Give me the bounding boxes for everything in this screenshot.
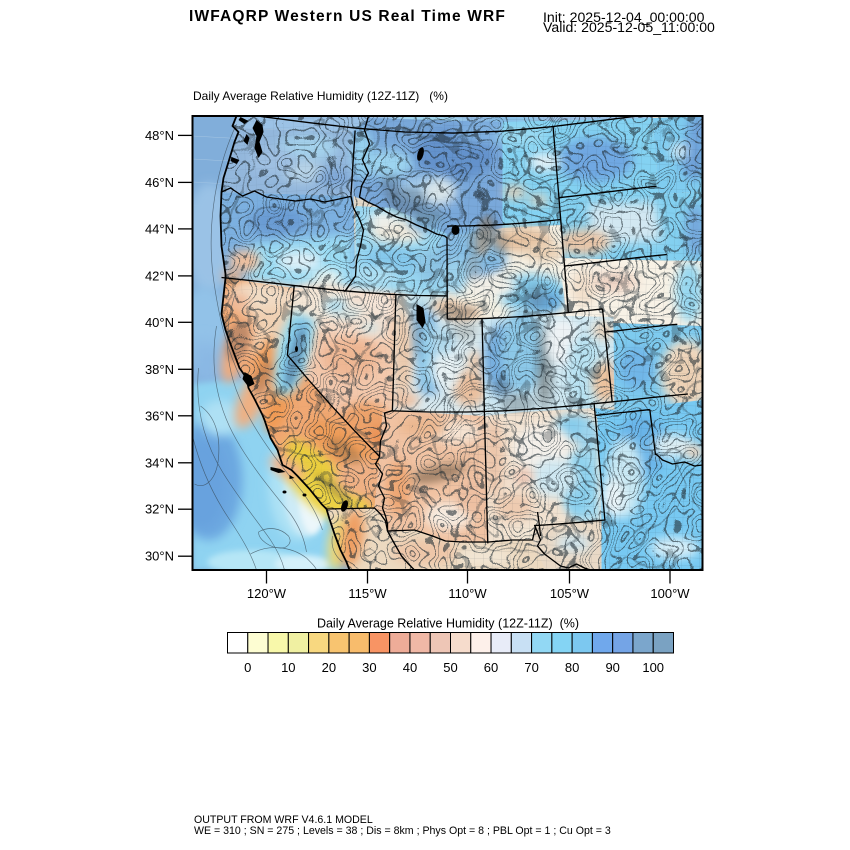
svg-text:32°N: 32°N — [145, 502, 174, 517]
svg-text:20: 20 — [322, 660, 336, 675]
svg-text:30: 30 — [362, 660, 376, 675]
svg-text:46°N: 46°N — [145, 175, 174, 190]
svg-text:30°N: 30°N — [145, 549, 174, 564]
svg-text:40°N: 40°N — [145, 315, 174, 330]
svg-text:115°W: 115°W — [348, 586, 387, 601]
svg-text:100: 100 — [642, 660, 664, 675]
svg-text:120°W: 120°W — [247, 586, 287, 601]
svg-text:80: 80 — [565, 660, 579, 675]
svg-text:60: 60 — [484, 660, 498, 675]
svg-text:42°N: 42°N — [145, 268, 174, 283]
svg-text:100°W: 100°W — [650, 586, 690, 601]
svg-text:50: 50 — [443, 660, 457, 675]
svg-text:110°W: 110°W — [448, 586, 487, 601]
svg-text:38°N: 38°N — [145, 362, 174, 377]
svg-text:40: 40 — [403, 660, 417, 675]
svg-text:90: 90 — [605, 660, 619, 675]
svg-text:0: 0 — [244, 660, 251, 675]
svg-text:70: 70 — [524, 660, 538, 675]
svg-text:34°N: 34°N — [145, 455, 174, 470]
svg-text:105°W: 105°W — [550, 586, 590, 601]
svg-text:10: 10 — [281, 660, 295, 675]
svg-text:48°N: 48°N — [145, 128, 174, 143]
svg-text:Daily Average Relative Humidit: Daily Average Relative Humidity (12Z-11Z… — [317, 617, 579, 631]
svg-text:36°N: 36°N — [145, 408, 174, 423]
svg-text:44°N: 44°N — [145, 221, 174, 236]
